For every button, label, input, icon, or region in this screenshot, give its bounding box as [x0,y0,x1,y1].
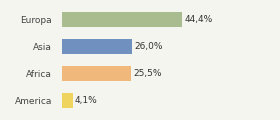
Bar [62,39,132,54]
Text: 25,5%: 25,5% [133,69,162,78]
Bar [62,12,182,27]
Bar [62,93,73,108]
Text: 44,4%: 44,4% [185,15,213,24]
Text: 26,0%: 26,0% [134,42,163,51]
Bar [62,66,131,81]
Text: 4,1%: 4,1% [75,96,98,105]
